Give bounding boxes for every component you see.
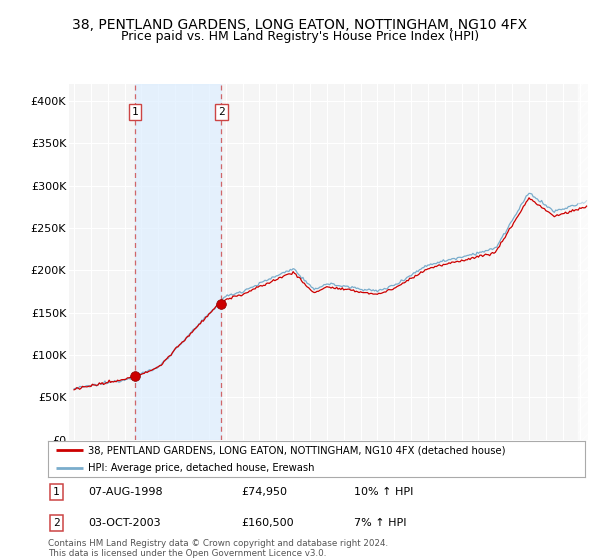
Text: Contains HM Land Registry data © Crown copyright and database right 2024.
This d: Contains HM Land Registry data © Crown c…	[48, 539, 388, 558]
Text: 03-OCT-2003: 03-OCT-2003	[88, 518, 161, 528]
Text: Price paid vs. HM Land Registry's House Price Index (HPI): Price paid vs. HM Land Registry's House …	[121, 30, 479, 43]
Text: £160,500: £160,500	[241, 518, 294, 528]
Text: HPI: Average price, detached house, Erewash: HPI: Average price, detached house, Erew…	[88, 463, 315, 473]
Text: £74,950: £74,950	[241, 487, 287, 497]
Bar	[135, 84, 221, 440]
Text: 7% ↑ HPI: 7% ↑ HPI	[354, 518, 407, 528]
Text: 1: 1	[53, 487, 59, 497]
Text: 1: 1	[131, 107, 139, 117]
Text: 07-AUG-1998: 07-AUG-1998	[88, 487, 163, 497]
Text: 10% ↑ HPI: 10% ↑ HPI	[354, 487, 413, 497]
Bar	[578, 84, 588, 440]
Text: 38, PENTLAND GARDENS, LONG EATON, NOTTINGHAM, NG10 4FX (detached house): 38, PENTLAND GARDENS, LONG EATON, NOTTIN…	[88, 445, 506, 455]
Text: 2: 2	[218, 107, 225, 117]
Text: 2: 2	[53, 518, 59, 528]
Text: 38, PENTLAND GARDENS, LONG EATON, NOTTINGHAM, NG10 4FX: 38, PENTLAND GARDENS, LONG EATON, NOTTIN…	[73, 18, 527, 32]
